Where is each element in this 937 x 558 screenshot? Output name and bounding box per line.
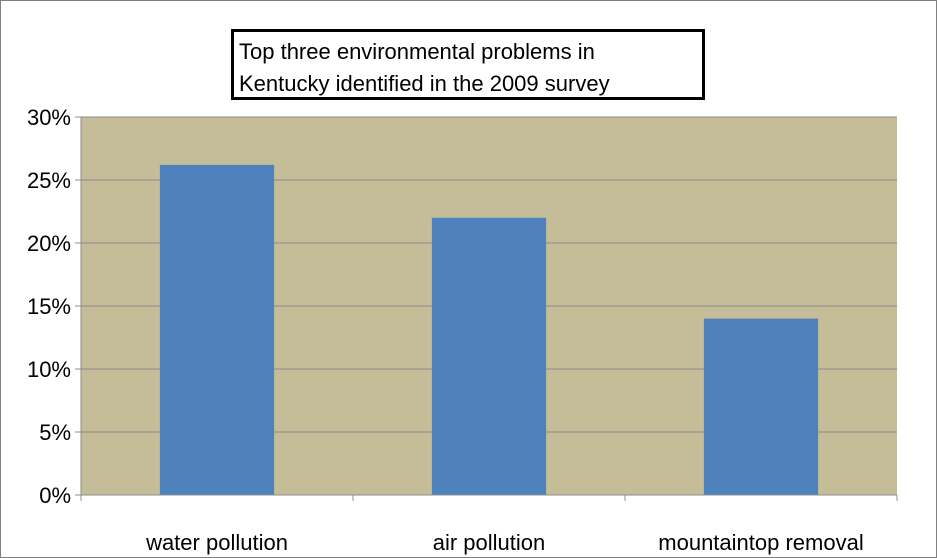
y-tick-label: 10% [27, 357, 71, 382]
y-tick-label: 0% [39, 483, 71, 508]
bar [159, 164, 275, 495]
y-tick-label: 20% [27, 231, 71, 256]
x-tick-label: air pollution [433, 530, 546, 555]
y-tick-label: 15% [27, 294, 71, 319]
x-tick-label: mountaintop removal [658, 530, 863, 555]
y-tick-label: 25% [27, 168, 71, 193]
y-tick-label: 5% [39, 420, 71, 445]
chart-title: Top three environmental problems in Kent… [231, 29, 705, 100]
bar [431, 217, 547, 496]
chart-title-line-2: Kentucky identified in the 2009 survey [239, 71, 610, 96]
x-tick-label: water pollution [145, 530, 288, 555]
chart-title-line-1: Top three environmental problems in [239, 39, 595, 64]
y-tick-label: 30% [27, 105, 71, 130]
bar [703, 318, 819, 495]
